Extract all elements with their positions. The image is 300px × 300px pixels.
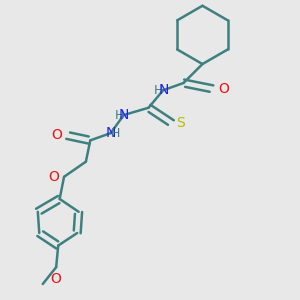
Text: S: S xyxy=(176,116,185,130)
Text: O: O xyxy=(51,272,62,286)
Text: H: H xyxy=(110,127,120,140)
Text: O: O xyxy=(51,128,62,142)
Text: H: H xyxy=(154,84,164,97)
Text: N: N xyxy=(105,126,116,140)
Text: N: N xyxy=(119,108,129,122)
Text: O: O xyxy=(49,170,59,184)
Text: N: N xyxy=(158,83,169,97)
Text: H: H xyxy=(115,109,124,122)
Text: O: O xyxy=(218,82,229,96)
